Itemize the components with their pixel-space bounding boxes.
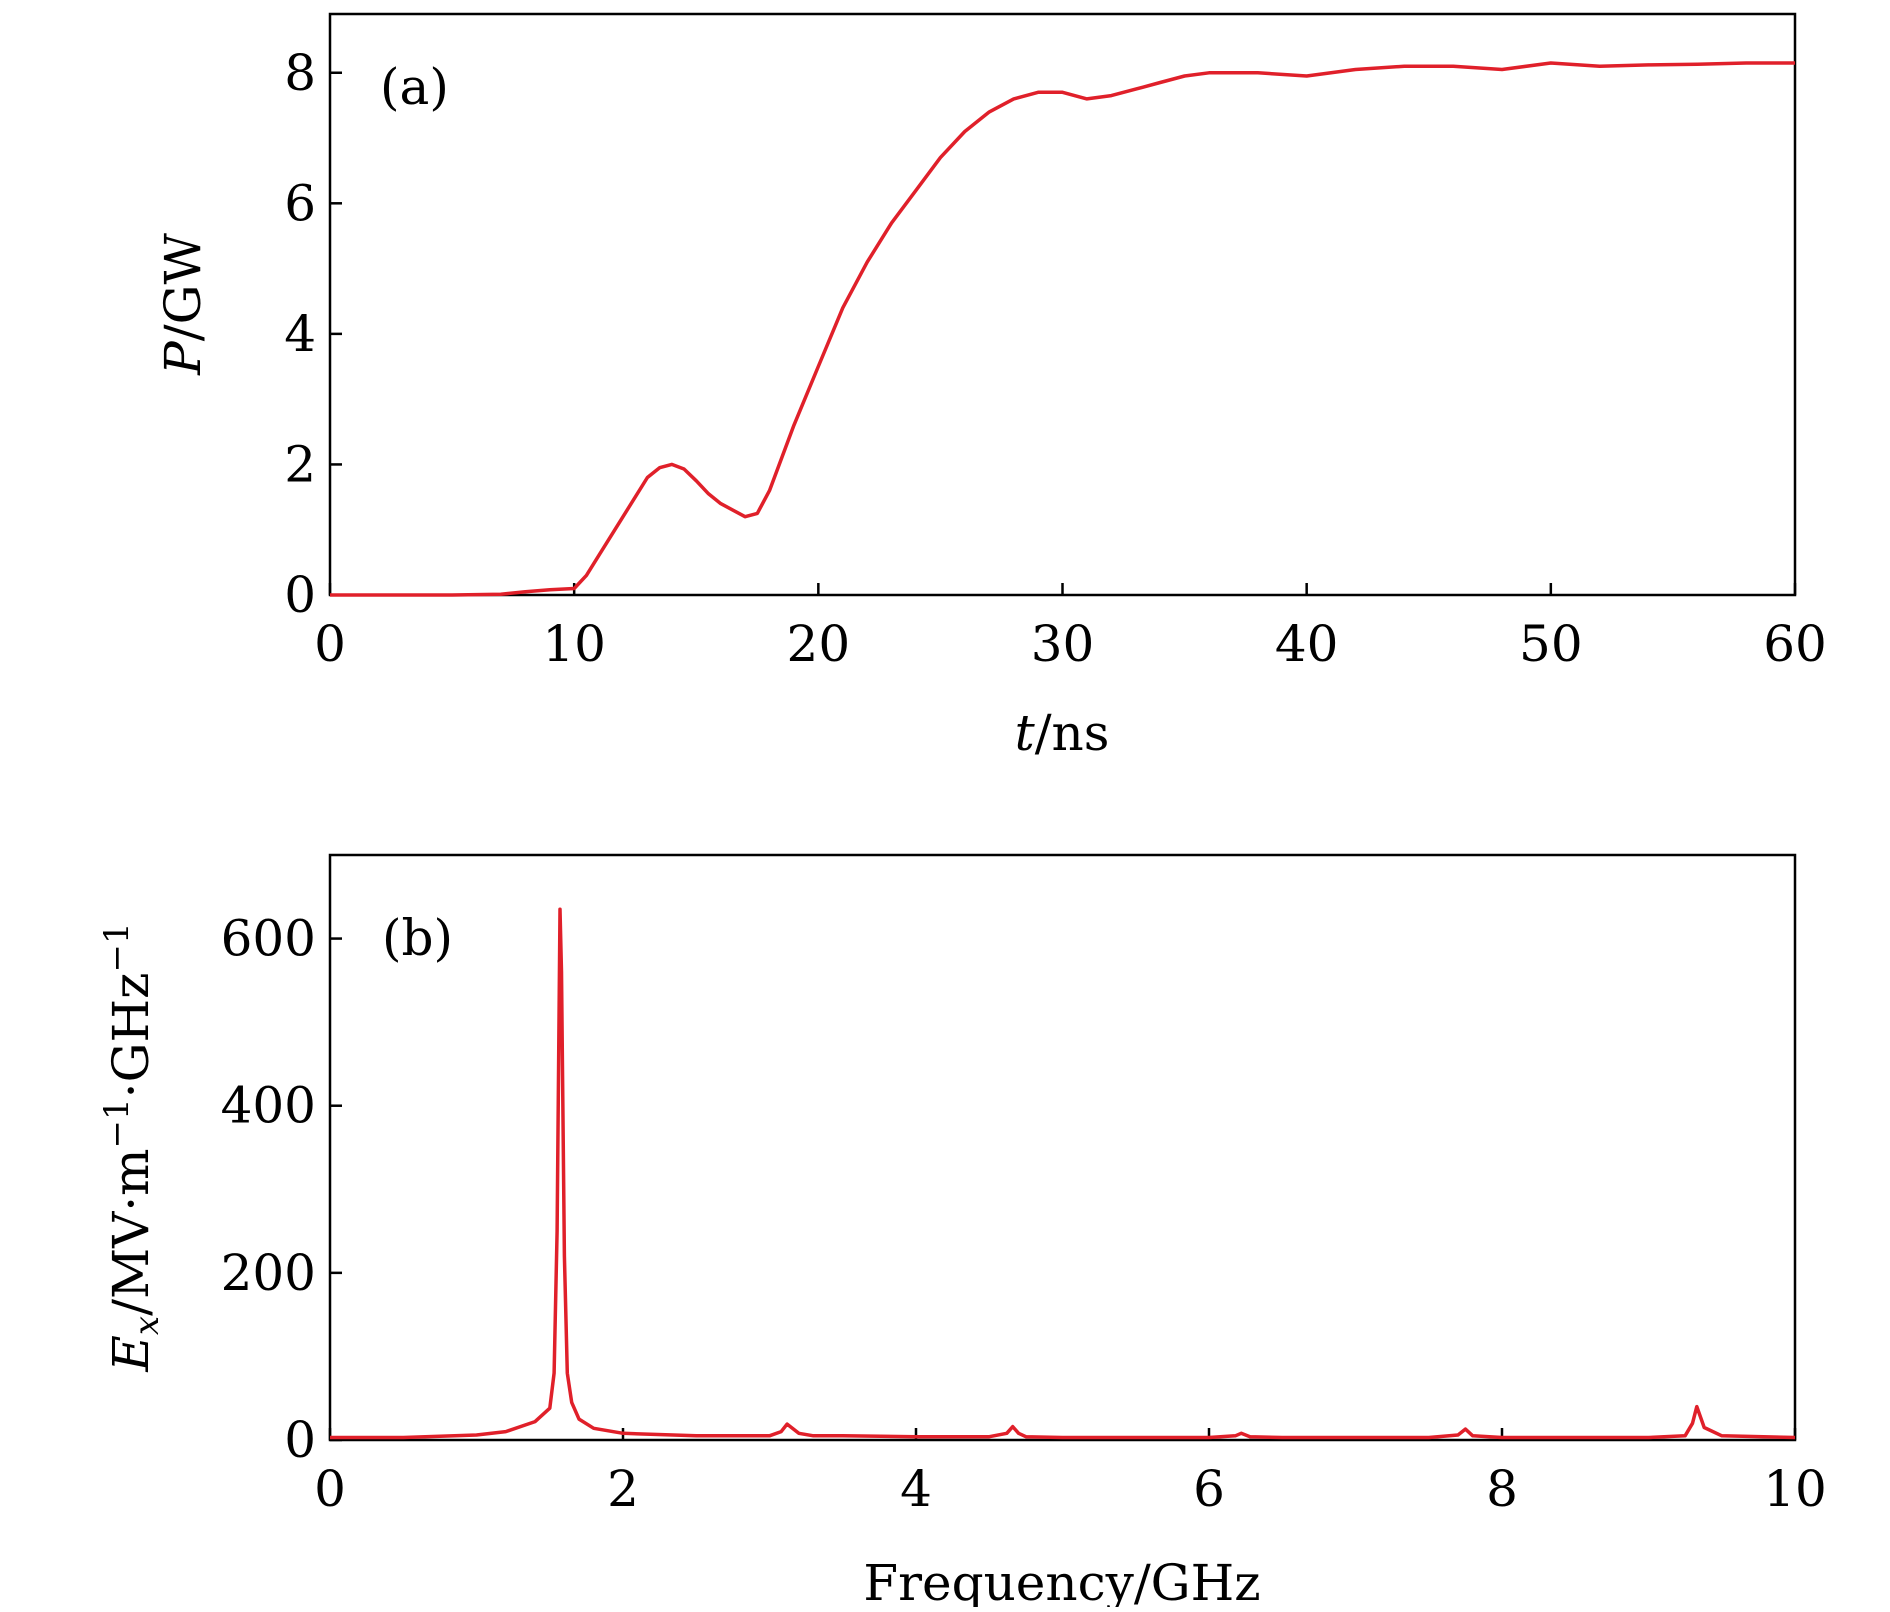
panel-label-a: (a)	[380, 58, 449, 116]
y-tick-label-a: 6	[284, 174, 316, 232]
chart-panel-a: 0 10 20 30 40 50 60 0 2 4 6 8 (a) t/ns P/GW	[154, 12, 1827, 762]
y-axis-label-a: P/GW	[154, 232, 212, 375]
x-tick-label-b: 0	[314, 1460, 346, 1518]
x-tick-label-a: 20	[787, 615, 851, 673]
y-tick-label-a: 2	[284, 435, 316, 493]
x-tick-label-a: 10	[542, 615, 606, 673]
x-tick-label-b: 2	[607, 1460, 639, 1518]
panel-label-b: (b)	[382, 909, 453, 967]
x-tick-label-b: 4	[900, 1460, 932, 1518]
x-tick-label-a: 40	[1275, 615, 1339, 673]
x-tick-label-b: 10	[1763, 1460, 1827, 1518]
x-tick-label-a: 50	[1519, 615, 1583, 673]
x-tick-label-b: 6	[1193, 1460, 1225, 1518]
y-tick-label-a: 8	[284, 44, 316, 102]
x-tick-label-a: 0	[314, 615, 346, 673]
x-tick-label-a: 60	[1763, 615, 1827, 673]
ticks-a: 0 10 20 30 40 50 60 0 2 4 6 8	[284, 44, 1827, 673]
x-axis-label-a: t/ns	[1015, 704, 1110, 762]
y-axis-label-b: Ex/MV·m−1·GHz−1	[97, 922, 167, 1372]
y-tick-label-b: 0	[284, 1411, 316, 1469]
ticks-b: 0 2 4 6 8 10 0 200 400 600	[221, 910, 1827, 1518]
x-tick-label-a: 30	[1031, 615, 1095, 673]
plot-frame-b	[328, 853, 1797, 1442]
x-axis-label-b: Frequency/GHz	[863, 1554, 1260, 1607]
plot-frame-a	[328, 12, 1797, 597]
series-line-a	[330, 61, 1795, 597]
y-tick-label-b: 600	[221, 910, 316, 968]
y-tick-label-a: 4	[284, 305, 316, 363]
y-tick-label-b: 400	[221, 1077, 316, 1135]
y-tick-label-a: 0	[284, 566, 316, 624]
series-line-b	[330, 907, 1796, 1440]
chart-panel-b: 0 2 4 6 8 10 0 200 400 600 (b) Frequency/GHz Ex/M…	[97, 853, 1827, 1612]
y-tick-label-b: 200	[221, 1244, 316, 1302]
x-tick-label-b: 8	[1486, 1460, 1518, 1518]
